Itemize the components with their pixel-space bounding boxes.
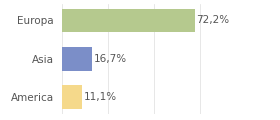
Text: 72,2%: 72,2% <box>197 15 230 25</box>
Bar <box>62 85 82 109</box>
Bar <box>62 9 195 32</box>
Text: 11,1%: 11,1% <box>84 92 117 102</box>
Text: 16,7%: 16,7% <box>94 54 127 64</box>
Bar <box>62 47 92 71</box>
